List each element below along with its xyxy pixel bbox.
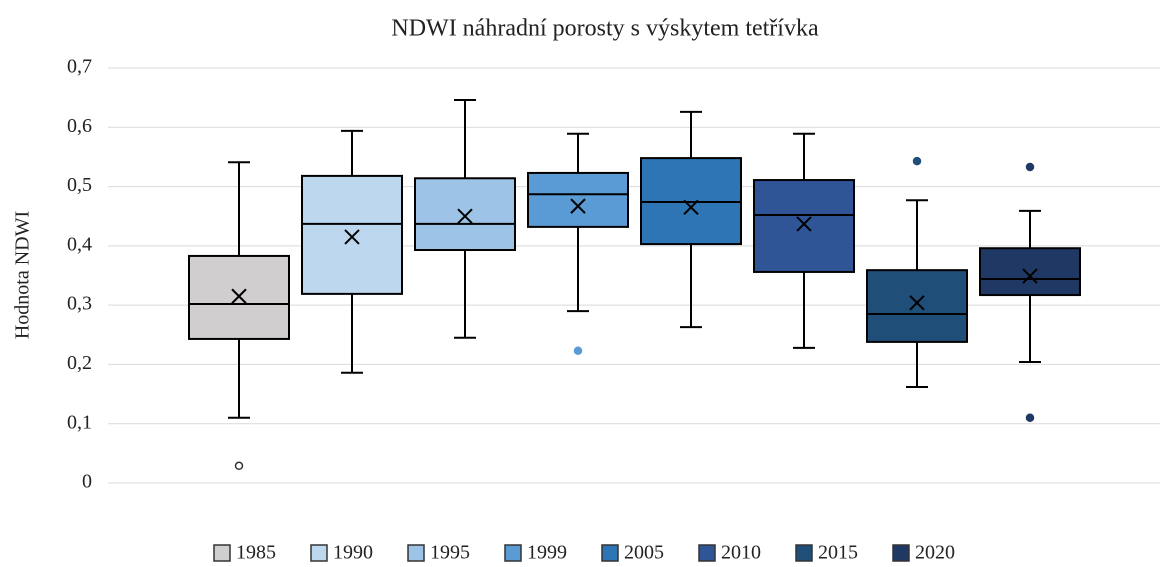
- box: [414, 177, 516, 252]
- outlier: [912, 156, 922, 166]
- legend-label: 2010: [721, 542, 761, 564]
- outlier: [1025, 162, 1035, 172]
- legend-swatch: [310, 544, 328, 562]
- legend-swatch: [601, 544, 619, 562]
- box: [866, 269, 968, 343]
- mean-marker: [683, 199, 699, 216]
- mean-marker: [570, 198, 586, 214]
- box: [979, 247, 1081, 297]
- legend-swatch: [698, 544, 716, 562]
- legend-label: 2015: [818, 542, 858, 564]
- legend-swatch: [407, 544, 425, 562]
- legend-label: 2020: [915, 542, 955, 564]
- legend-swatch: [892, 544, 910, 562]
- legend-label: 1995: [430, 542, 470, 564]
- mean-marker: [457, 208, 473, 224]
- mean-marker: [909, 295, 925, 311]
- y-tick-label: 0,6: [67, 115, 92, 137]
- mean-marker: [796, 216, 812, 232]
- chart-title: NDWI náhradní porosty s výskytem tetřívk…: [391, 16, 819, 42]
- legend-label: 1990: [333, 542, 373, 564]
- mean-marker: [1022, 268, 1038, 284]
- legend-swatch: [213, 544, 231, 562]
- box: [753, 179, 855, 273]
- legend-label: 1999: [527, 542, 567, 564]
- y-tick-label: 0,7: [67, 56, 92, 78]
- legend-swatch: [795, 544, 813, 562]
- y-tick-label: 0,1: [67, 411, 92, 433]
- box: [301, 174, 403, 295]
- y-tick-label: 0,3: [67, 293, 92, 315]
- mean-marker: [231, 288, 247, 304]
- mean-marker: [344, 229, 360, 245]
- outlier: [573, 346, 583, 356]
- outlier: [1025, 413, 1035, 423]
- box: [527, 171, 629, 228]
- outlier: [234, 461, 244, 471]
- y-tick-label: 0,2: [67, 352, 92, 374]
- y-axis-label: Hodnota NDWI: [12, 211, 34, 339]
- legend-label: 2005: [624, 542, 664, 564]
- y-tick-label: 0,4: [67, 233, 92, 255]
- y-tick-label: 0: [82, 471, 92, 493]
- legend-label: 1985: [236, 542, 276, 564]
- y-tick-label: 0,5: [67, 174, 92, 196]
- legend-swatch: [504, 544, 522, 562]
